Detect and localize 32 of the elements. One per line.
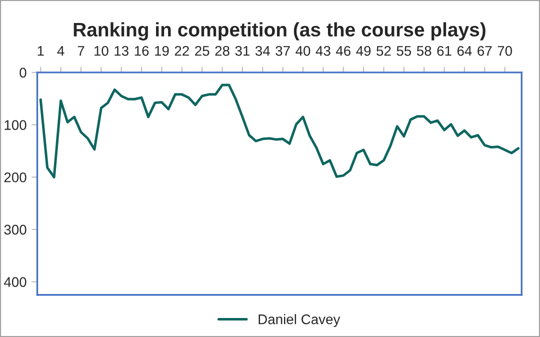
x-tick-label: 64 [457, 46, 472, 56]
x-tick-label: 67 [478, 46, 492, 56]
x-tick-label: 1 [38, 46, 44, 56]
y-tick-label: 200 [4, 172, 26, 182]
x-tick-label: 46 [336, 46, 350, 56]
legend-label: Daniel Cavey [258, 314, 340, 327]
x-tick-label: 52 [376, 46, 391, 56]
x-tick-label: 55 [396, 46, 412, 56]
x-tick-label: 43 [316, 46, 330, 56]
x-tick-label: 7 [78, 46, 84, 56]
x-tick-label: 13 [114, 46, 128, 56]
y-tick-label: 400 [4, 277, 26, 287]
line-series [39, 84, 520, 178]
x-tick-label: 40 [296, 46, 310, 56]
x-tick-label: 10 [94, 46, 108, 56]
chart-title: Ranking in competition (as the course plays) [74, 22, 486, 40]
x-tick-label: 70 [498, 46, 512, 56]
x-tick-label: 22 [174, 46, 189, 56]
x-tick-label: 31 [235, 46, 250, 56]
y-tick-label: 300 [4, 224, 26, 235]
x-tick-label: 37 [276, 46, 290, 56]
y-tick-label: 100 [4, 120, 26, 130]
x-tick-label: 19 [155, 46, 169, 56]
x-tick-label: 4 [57, 46, 64, 56]
x-tick-label: 58 [416, 46, 432, 56]
x-tick-label: 16 [134, 46, 149, 56]
x-tick-label: 49 [356, 46, 371, 56]
x-tick-label: 61 [437, 46, 452, 56]
x-tick-label: 28 [215, 46, 230, 56]
x-tick-label: 25 [195, 46, 210, 56]
y-tick-label: 0 [20, 68, 26, 78]
x-tick-label: 34 [255, 46, 270, 56]
